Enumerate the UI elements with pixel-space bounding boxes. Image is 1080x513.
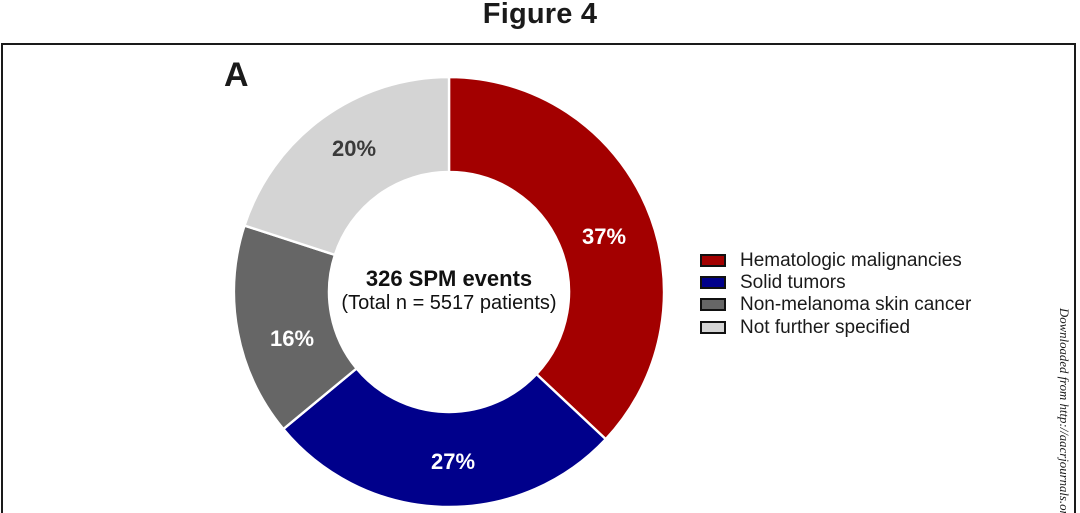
svg-text:27%: 27% <box>431 449 475 474</box>
svg-text:20%: 20% <box>332 136 376 161</box>
svg-text:16%: 16% <box>270 326 314 351</box>
svg-text:37%: 37% <box>582 224 626 249</box>
svg-text:326 SPM events: 326 SPM events <box>366 266 532 291</box>
svg-text:(Total n = 5517 patients): (Total n = 5517 patients) <box>341 292 556 314</box>
